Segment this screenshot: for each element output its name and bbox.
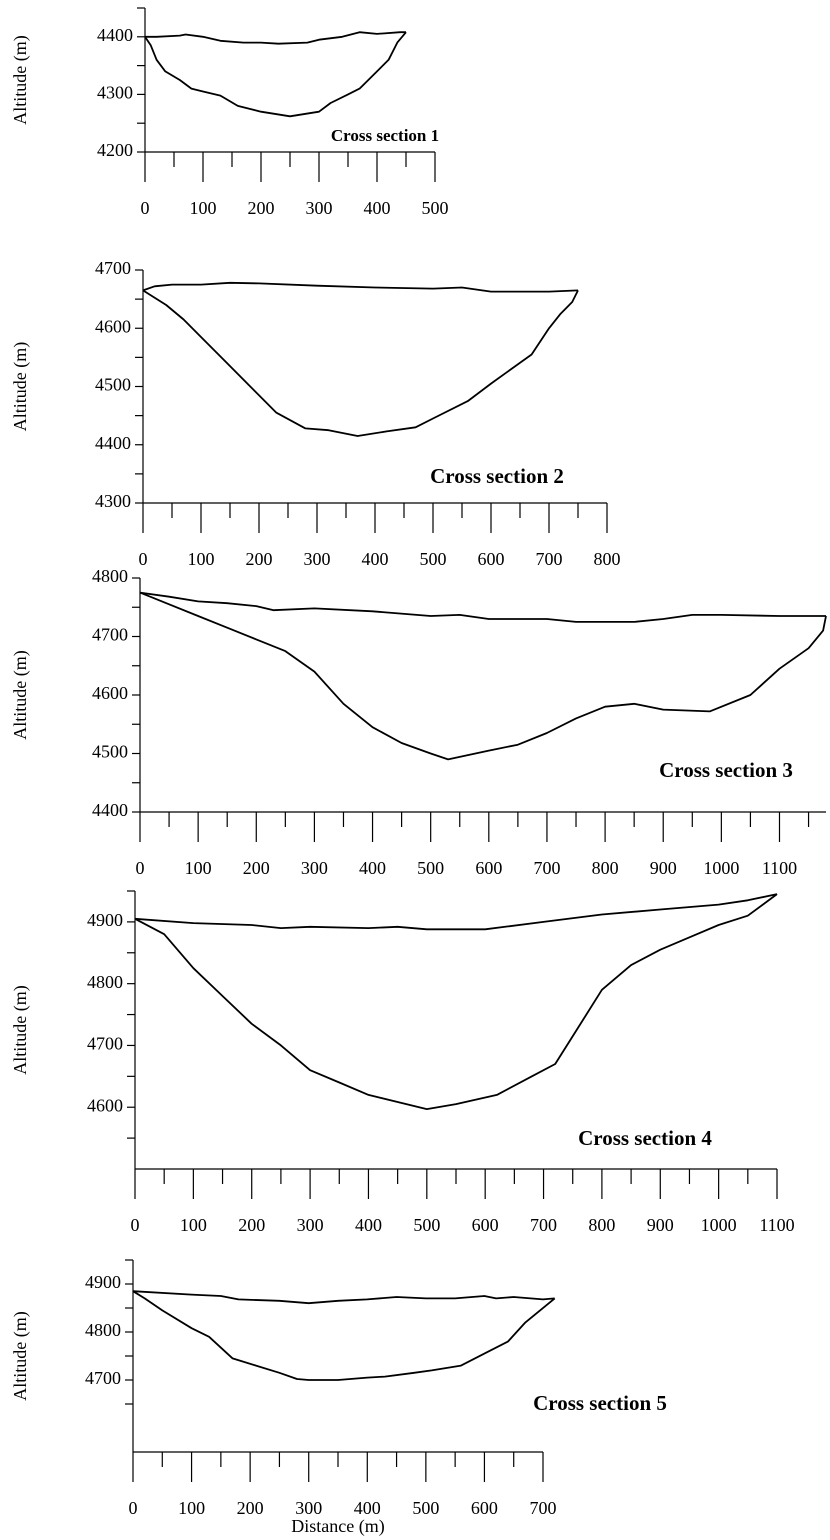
y-axis-label: Altitude (m) bbox=[10, 650, 31, 739]
section-line bbox=[144, 31, 407, 118]
x-tick-label: 400 bbox=[354, 1498, 381, 1518]
x-tick-label: 1100 bbox=[762, 858, 797, 878]
x-tick-label: 900 bbox=[650, 858, 677, 878]
x-tick-label: 300 bbox=[306, 198, 333, 218]
x-tick-label: 700 bbox=[533, 858, 560, 878]
annotation: Cross section 4 bbox=[578, 1126, 712, 1150]
x-tick-label: 800 bbox=[588, 1215, 615, 1235]
x-tick-label: 0 bbox=[131, 1215, 140, 1235]
x-tick-label: 100 bbox=[185, 858, 212, 878]
x-tick-label: 500 bbox=[413, 1215, 440, 1235]
y-axis-label: Altitude (m) bbox=[10, 985, 31, 1074]
x-tick-label: 0 bbox=[136, 858, 145, 878]
x-tick-label: 1100 bbox=[759, 1215, 794, 1235]
y-tick-label: 4200 bbox=[97, 140, 133, 160]
x-tick-label: 400 bbox=[355, 1215, 382, 1235]
y-tick-label: 4800 bbox=[87, 972, 123, 992]
y-axis-label: Altitude (m) bbox=[10, 35, 31, 124]
x-tick-label: 400 bbox=[359, 858, 386, 878]
x-tick-label: 200 bbox=[238, 1215, 265, 1235]
y-tick-label: 4700 bbox=[87, 1034, 123, 1054]
y-tick-label: 4800 bbox=[92, 566, 128, 586]
y-axis-label: Altitude (m) bbox=[10, 342, 31, 431]
y-tick-label: 4500 bbox=[95, 375, 131, 395]
y-axis-label: Altitude (m) bbox=[10, 1311, 31, 1400]
x-tick-label: 400 bbox=[362, 549, 389, 569]
y-tick-label: 4600 bbox=[92, 683, 128, 703]
x-tick-label: 400 bbox=[364, 198, 391, 218]
x-tick-label: 0 bbox=[141, 198, 150, 218]
y-tick-label: 4800 bbox=[85, 1320, 121, 1340]
y-tick-label: 4600 bbox=[87, 1095, 123, 1115]
x-tick-label: 800 bbox=[592, 858, 619, 878]
x-tick-label: 100 bbox=[180, 1215, 207, 1235]
y-tick-label: 4900 bbox=[85, 1272, 121, 1292]
section-line bbox=[142, 289, 579, 437]
x-tick-label: 600 bbox=[471, 1498, 498, 1518]
section-line bbox=[132, 1290, 556, 1381]
y-tick-label: 4300 bbox=[97, 83, 133, 103]
x-tick-label: 200 bbox=[243, 858, 270, 878]
section-line bbox=[134, 893, 778, 1110]
x-tick-label: 1000 bbox=[701, 1215, 737, 1235]
x-tick-label: 300 bbox=[301, 858, 328, 878]
x-axis-label: Distance (m) bbox=[291, 1516, 384, 1537]
x-tick-label: 0 bbox=[139, 549, 148, 569]
x-tick-label: 0 bbox=[129, 1498, 138, 1518]
annotation: Cross section 2 bbox=[430, 464, 564, 488]
x-tick-label: 300 bbox=[297, 1215, 324, 1235]
y-tick-label: 4400 bbox=[95, 433, 131, 453]
section-line bbox=[132, 1290, 555, 1305]
section-line bbox=[142, 281, 579, 293]
x-tick-label: 700 bbox=[530, 1498, 557, 1518]
section-line bbox=[134, 893, 778, 931]
x-tick-label: 1000 bbox=[703, 858, 739, 878]
x-tick-label: 300 bbox=[304, 549, 331, 569]
x-tick-label: 900 bbox=[647, 1215, 674, 1235]
x-tick-label: 700 bbox=[530, 1215, 557, 1235]
x-tick-label: 600 bbox=[475, 858, 502, 878]
x-tick-label: 500 bbox=[412, 1498, 439, 1518]
x-tick-label: 600 bbox=[472, 1215, 499, 1235]
y-tick-label: 4300 bbox=[95, 491, 131, 511]
x-tick-label: 500 bbox=[422, 198, 449, 218]
x-tick-label: 200 bbox=[248, 198, 275, 218]
x-tick-label: 800 bbox=[594, 549, 621, 569]
y-tick-label: 4700 bbox=[92, 625, 128, 645]
x-tick-label: 200 bbox=[237, 1498, 264, 1518]
x-tick-label: 100 bbox=[188, 549, 215, 569]
y-tick-label: 4500 bbox=[92, 742, 128, 762]
y-tick-label: 4700 bbox=[95, 258, 131, 278]
annotation: Cross section 3 bbox=[659, 758, 793, 782]
annotation: Cross section 1 bbox=[331, 126, 439, 145]
section-line bbox=[139, 591, 827, 761]
x-tick-label: 200 bbox=[246, 549, 273, 569]
section-line bbox=[139, 591, 826, 623]
section-line bbox=[145, 31, 406, 45]
x-tick-label: 500 bbox=[417, 858, 444, 878]
x-tick-label: 100 bbox=[190, 198, 217, 218]
x-tick-label: 500 bbox=[420, 549, 447, 569]
annotation: Cross section 5 bbox=[533, 1391, 667, 1415]
x-tick-label: 300 bbox=[295, 1498, 322, 1518]
x-tick-label: 100 bbox=[178, 1498, 205, 1518]
x-tick-label: 700 bbox=[536, 549, 563, 569]
y-tick-label: 4600 bbox=[95, 316, 131, 336]
y-tick-label: 4400 bbox=[97, 25, 133, 45]
x-tick-label: 600 bbox=[478, 549, 505, 569]
y-tick-label: 4400 bbox=[92, 800, 128, 820]
y-tick-label: 4900 bbox=[87, 910, 123, 930]
y-tick-label: 4700 bbox=[85, 1368, 121, 1388]
